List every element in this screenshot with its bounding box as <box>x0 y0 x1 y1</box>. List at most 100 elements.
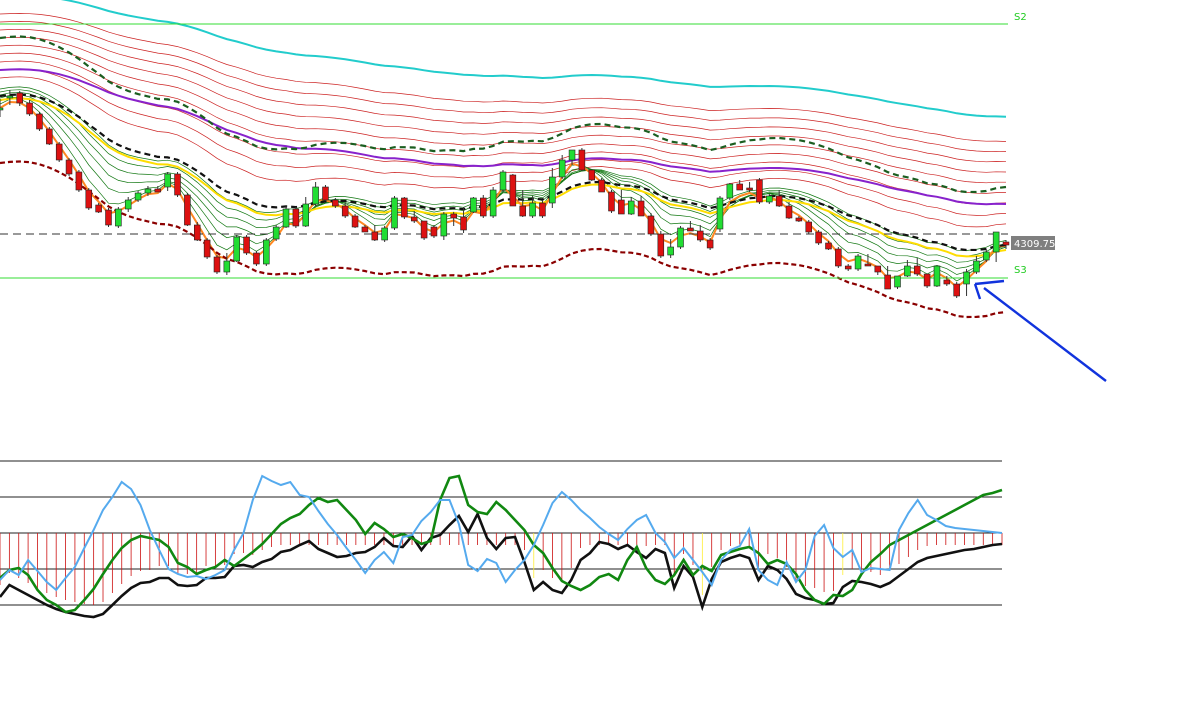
candle-body <box>844 265 852 270</box>
oscillator-line-2 <box>0 474 1003 592</box>
candle-body <box>282 208 290 228</box>
ribbon-line-8 <box>0 13 1007 142</box>
candle-body <box>637 200 645 217</box>
candle-body <box>766 195 773 203</box>
candle-body <box>332 199 339 207</box>
candlestick-series <box>0 90 1010 298</box>
candle-body <box>992 231 1000 253</box>
candle-body <box>519 205 526 217</box>
candle-body <box>677 227 684 248</box>
candle-body <box>75 171 83 191</box>
candle-body <box>164 173 171 188</box>
candle-body <box>894 275 901 288</box>
ribbon-line-7 <box>0 21 1007 152</box>
annotation-arrow-shaft <box>983 287 1107 382</box>
candle-body <box>16 92 23 104</box>
candle-body <box>864 263 872 267</box>
candle-body <box>401 197 408 218</box>
support-level-s2-label: S2 <box>1014 12 1027 23</box>
candle-body <box>775 195 783 207</box>
candle-body <box>716 197 724 230</box>
price-panel: S2 S3 4309.75 <box>0 0 1107 382</box>
oscillator-lines <box>0 474 1003 619</box>
candle-body <box>618 199 625 215</box>
candle-body <box>529 202 536 217</box>
ribbon-line-5 <box>0 36 1007 173</box>
candle-body <box>115 208 122 227</box>
support-level-s3-label: S3 <box>1014 265 1027 276</box>
candle-body <box>539 202 546 217</box>
candle-body <box>795 217 803 222</box>
candle-body <box>460 216 467 231</box>
candle-body <box>667 246 674 256</box>
oscillator-panel <box>0 460 1003 619</box>
candle-body <box>144 188 152 194</box>
candle-body <box>825 242 832 250</box>
candle-body <box>174 173 181 196</box>
oscillator-line-1 <box>0 474 1003 614</box>
candle-body <box>95 204 102 213</box>
candle-body <box>361 226 369 233</box>
candle-body <box>943 279 951 285</box>
candle-body <box>933 265 941 287</box>
candle-body <box>302 203 310 227</box>
candle-body <box>193 224 201 241</box>
candle-body <box>578 149 586 171</box>
ribbon-line-3 <box>0 52 1007 194</box>
candle-body <box>154 188 162 193</box>
candle-body <box>598 179 605 193</box>
ribbon-line-9 <box>60 0 1007 118</box>
candle-body <box>470 197 477 213</box>
ribbon-line-6 <box>0 28 1007 163</box>
candle-body <box>815 231 822 244</box>
candle-body <box>322 186 329 201</box>
candle-body <box>913 265 921 275</box>
candle-body <box>785 205 793 219</box>
candle-body <box>420 220 428 239</box>
candle-body <box>440 213 448 237</box>
annotation-arrow-head <box>973 279 1005 300</box>
upper-band-line <box>0 35 1007 194</box>
candle-body <box>983 251 990 261</box>
candle-body <box>65 159 73 175</box>
candle-body <box>134 192 142 201</box>
candle-body <box>292 208 300 227</box>
candle-body <box>489 189 497 217</box>
ribbon-line-17 <box>0 97 1007 258</box>
candle-body <box>756 179 763 203</box>
candle-body <box>746 187 753 191</box>
candle-body <box>854 255 862 270</box>
candle-body <box>450 213 457 219</box>
candle-body <box>85 189 93 209</box>
candle-body <box>26 102 33 115</box>
current-price-tag: 4309.75 <box>1014 239 1055 250</box>
candle-body <box>223 260 231 273</box>
candle-body <box>243 236 250 254</box>
candle-body <box>805 221 813 233</box>
candle-body <box>36 113 43 130</box>
oscillator-line-0 <box>0 510 1003 619</box>
candle-body <box>568 149 576 161</box>
candle-body <box>973 260 980 273</box>
candle-body <box>923 273 931 287</box>
candle-body <box>341 205 349 217</box>
candle-body <box>410 216 418 222</box>
candle-body <box>657 233 665 257</box>
candle-body <box>696 230 704 241</box>
current-price-tag-bg <box>1011 236 1055 250</box>
candle-body <box>480 197 487 217</box>
candle-body <box>647 215 655 235</box>
candle-body <box>608 191 615 212</box>
candle-body <box>371 231 379 241</box>
candle-body <box>706 239 714 249</box>
ribbon-line-10 <box>0 68 1007 206</box>
candle-body <box>588 169 596 181</box>
candle-body <box>391 197 398 229</box>
candle-body <box>963 271 970 285</box>
candle-body <box>726 183 734 199</box>
candle-body <box>55 143 63 161</box>
candle-body <box>213 256 221 273</box>
candle-body <box>46 128 53 145</box>
candle-body <box>627 200 635 215</box>
candle-body <box>272 226 280 240</box>
